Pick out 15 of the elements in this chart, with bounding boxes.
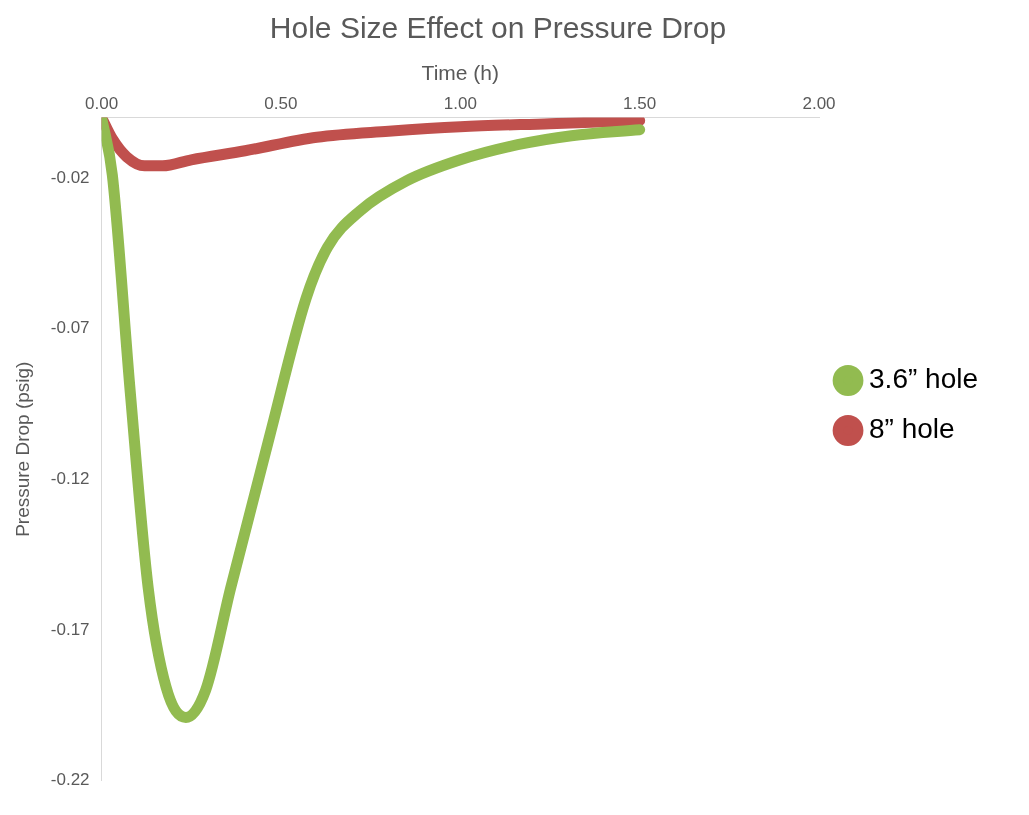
y-axis-title: Pressure Drop (psig)	[11, 361, 33, 537]
x-tick-label: 0.50	[264, 94, 298, 114]
x-tick-label: 1.50	[623, 94, 657, 114]
x-tick-label: 1.00	[443, 94, 477, 114]
y-tick-label: -0.12	[50, 469, 90, 489]
y-tick-label: -0.22	[50, 770, 90, 790]
chart-title: Hole Size Effect on Pressure Drop	[269, 11, 727, 45]
x-tick-label: 0.00	[85, 94, 119, 114]
legend-label: 3.6” hole	[869, 363, 978, 395]
y-tick-label: -0.02	[50, 167, 90, 187]
x-axis-title: Time (h)	[421, 61, 499, 85]
y-tick-label: -0.07	[50, 318, 90, 338]
y-tick-label: -0.17	[50, 619, 90, 639]
legend-label: 8” hole	[869, 413, 955, 445]
x-tick-label: 2.00	[802, 94, 836, 114]
